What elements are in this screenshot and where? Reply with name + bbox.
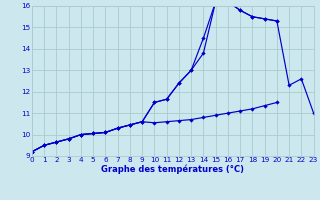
X-axis label: Graphe des températures (°C): Graphe des températures (°C) xyxy=(101,165,244,174)
